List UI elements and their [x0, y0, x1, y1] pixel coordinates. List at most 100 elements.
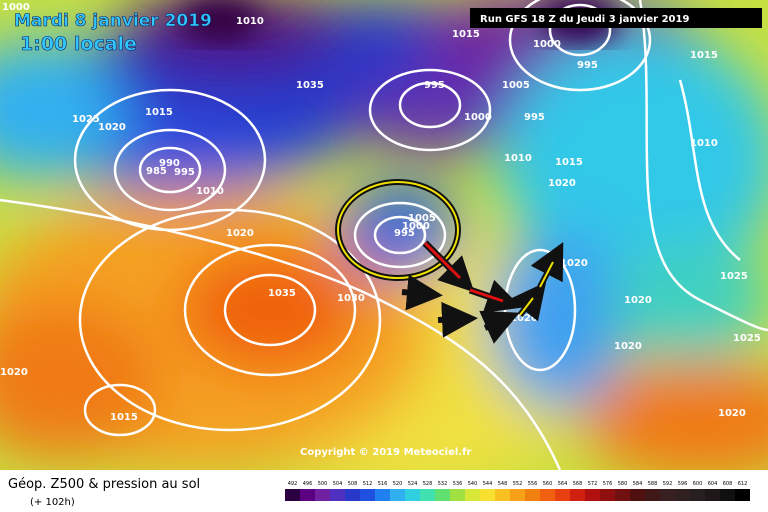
isobar-label: 995: [577, 60, 598, 71]
scale-label: 532: [438, 481, 448, 487]
isobar-label: 1000: [402, 221, 430, 232]
scale-cell: [585, 489, 600, 501]
scale-cell: [600, 489, 615, 501]
lead-time: (+ 102h): [30, 497, 75, 508]
scale-cell: [405, 489, 420, 501]
scale-label: 548: [498, 481, 508, 487]
scale-label: 556: [528, 481, 538, 487]
scale-cell: [345, 489, 360, 501]
isobar-label: 1020: [0, 367, 28, 378]
scale-cell: [285, 489, 300, 501]
scale-cell: [645, 489, 660, 501]
local-time: 1:00 locale: [20, 33, 137, 55]
isobar-label: 1010: [196, 186, 224, 197]
isobar-label: 1010: [690, 138, 718, 149]
scale-label: 504: [333, 481, 343, 487]
scale-label: 564: [558, 481, 568, 487]
scale-cell: [390, 489, 405, 501]
scale-label: 592: [663, 481, 673, 487]
scale-label: 608: [723, 481, 733, 487]
isobar-label: 995: [424, 80, 445, 91]
isobar-label: 1020: [624, 295, 652, 306]
scale-cell: [690, 489, 705, 501]
scale-label: 604: [708, 481, 718, 487]
scale-cell: [435, 489, 450, 501]
isobar-label: 995: [174, 167, 195, 178]
scale-label: 544: [483, 481, 493, 487]
isobar-label: 1025: [733, 333, 761, 344]
scale-label: 536: [453, 481, 463, 487]
date: Mardi 8 janvier 2019: [14, 11, 212, 31]
scale-label: 584: [633, 481, 643, 487]
scale-cell: [495, 489, 510, 501]
scale-label: 572: [588, 481, 598, 487]
isobar-label: 1015: [145, 107, 173, 118]
scale-cell: [330, 489, 345, 501]
scale-cell: [525, 489, 540, 501]
isobar-label: 1025: [720, 271, 748, 282]
scale-cell: [615, 489, 630, 501]
scale-cell: [735, 489, 750, 501]
isobar-label: 1005: [502, 80, 530, 91]
scale-cell: [465, 489, 480, 501]
scale-cell: [660, 489, 675, 501]
scale-label: 588: [648, 481, 658, 487]
isobar-label: 1015: [690, 50, 718, 61]
scale-cell: [540, 489, 555, 501]
scale-label: 496: [303, 481, 313, 487]
scale-cell: [420, 489, 435, 501]
color-scale: 492 496 500 504 508 512 516 520 524 528 532 536 540 5…: [285, 481, 750, 501]
scale-label: 576: [603, 481, 613, 487]
isobar-label: 1035: [268, 288, 296, 299]
isobar-label: 1020: [560, 258, 588, 269]
run-box: [470, 8, 762, 28]
scale-label: 492: [288, 481, 298, 487]
run-info: Run GFS 18 Z du Jeudi 3 janvier 2019: [480, 14, 689, 25]
scale-cell: [510, 489, 525, 501]
scale-label: 600: [693, 481, 703, 487]
scale-label: 512: [363, 481, 373, 487]
copyright: Copyright © 2019 Meteociel.fr: [300, 447, 471, 458]
scale-label: 508: [348, 481, 358, 487]
isobar-label: 1000: [464, 112, 492, 123]
isobar-label: 1000: [533, 39, 561, 50]
isobars: [73, 0, 768, 437]
scale-cell: [720, 489, 735, 501]
isobar-label: 990: [159, 158, 180, 169]
annotations: [335, 179, 564, 344]
isobar-label: 1010: [504, 153, 532, 164]
scale-label: 528: [423, 481, 433, 487]
isobar-label: 1030: [337, 293, 365, 304]
scale-cell: [360, 489, 375, 501]
scale-cell: [480, 489, 495, 501]
scale-label: 552: [513, 481, 523, 487]
isobar-label: 1010: [236, 16, 264, 27]
scale-cell: [555, 489, 570, 501]
scale-label: 612: [738, 481, 748, 487]
isobar-label: 1025: [72, 114, 100, 125]
scale-label: 540: [468, 481, 478, 487]
isobar-label: 1035: [296, 80, 324, 91]
isobar-label: 985: [146, 166, 167, 177]
scale-label: 568: [573, 481, 583, 487]
isobar-label: 995: [394, 228, 415, 239]
scale-label: 596: [678, 481, 688, 487]
isobar-label: 1005: [408, 213, 436, 224]
scale-label: 524: [408, 481, 418, 487]
scale-cell: [675, 489, 690, 501]
scale-cell: [375, 489, 390, 501]
scale-label: 500: [318, 481, 328, 487]
scale-label: 516: [378, 481, 388, 487]
isobar-label: 1000: [2, 2, 30, 13]
isobar-label: 1020: [718, 408, 746, 419]
isobar-label: 1015: [555, 157, 583, 168]
isobar-label: 995: [524, 112, 545, 123]
scale-cell: [570, 489, 585, 501]
footer-title: Géop. Z500 & pression au sol: [8, 477, 200, 492]
isobar-label: 1020: [548, 178, 576, 189]
scale-cell: [705, 489, 720, 501]
isobar-label: 1020: [226, 228, 254, 239]
isobar-label: 1020: [614, 341, 642, 352]
